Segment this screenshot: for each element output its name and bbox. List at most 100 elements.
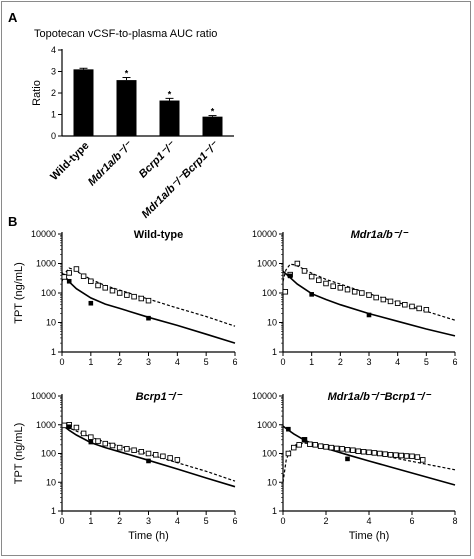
y-tick-label: 10000	[252, 391, 277, 401]
category-label: Wild-type	[48, 140, 91, 183]
bar	[159, 100, 180, 136]
vcsf-data-point	[414, 454, 421, 460]
vcsf-data-point	[316, 277, 322, 284]
y-tick-label: 10	[46, 318, 56, 328]
vcsf-data-point	[296, 442, 302, 448]
vcsf-data-point	[95, 438, 101, 444]
vcsf-data-point	[131, 447, 137, 453]
pk-plot-mdr1ab-bcrp1: 1 10 100 1000 10000 0 2 4 6 8 Time (h) Mdr1a/b⁻/⁻Bc…	[252, 391, 458, 542]
y-tick-label: 1	[51, 347, 56, 357]
vcsf-data-point	[80, 273, 87, 279]
x-tick-label: 0	[280, 357, 285, 367]
y-tick-label: 10000	[31, 391, 56, 401]
vcsf-data-point	[355, 448, 362, 454]
vcsf-data-point	[88, 278, 94, 285]
x-tick-label: 2	[117, 357, 122, 367]
vcsf-data-point	[394, 300, 401, 306]
vcsf-data-point	[102, 285, 108, 291]
vcsf-data-point	[124, 292, 130, 298]
vcsf-data-point	[138, 295, 145, 302]
vcsf-data-point	[339, 446, 345, 452]
vcsf-data-point	[66, 270, 72, 276]
vcsf-data-point	[73, 266, 80, 272]
vcsf-data-point	[61, 422, 68, 429]
plasma-data-point	[88, 439, 94, 445]
panel-a-letter: A	[8, 10, 18, 25]
vcsf-data-point	[416, 305, 422, 312]
x-tick-label: 4	[175, 357, 180, 367]
plasma-data-point	[66, 278, 72, 284]
y-tick-label: 100	[262, 288, 277, 298]
vcsf-data-point	[102, 440, 108, 447]
vcsf-model-curve	[61, 424, 236, 482]
x-tick-label: 5	[204, 357, 209, 367]
vcsf-data-point	[387, 452, 394, 458]
vcsf-data-point	[109, 442, 116, 449]
y-tick-label: 4	[51, 45, 56, 55]
vcsf-data-point	[61, 274, 68, 280]
vcsf-data-point	[285, 450, 292, 457]
panel-b-letter: B	[8, 214, 17, 229]
vcsf-model-curve	[282, 263, 456, 321]
vcsf-data-point	[301, 268, 308, 274]
y-tick-label: 1	[272, 347, 277, 357]
vcsf-data-point	[73, 424, 80, 431]
significance-marker: *	[125, 69, 129, 79]
vcsf-data-point	[328, 444, 335, 451]
x-tick-label: 6	[452, 357, 457, 367]
vcsf-data-point	[420, 457, 426, 463]
x-axis-title: Time (h)	[128, 530, 169, 542]
plasma-model-curve	[282, 270, 456, 337]
x-tick-label: 2	[338, 357, 343, 367]
y-tick-label: 10	[46, 477, 56, 487]
vcsf-data-point	[334, 445, 340, 452]
x-tick-label: 3	[146, 357, 151, 367]
vcsf-data-point	[360, 449, 367, 455]
bar-chart: Topotecan vCSF-to-plasma AUC ratio 0 1 2 3 4 R…	[31, 28, 234, 221]
vcsf-data-point	[95, 282, 101, 289]
vcsf-data-point	[294, 260, 301, 267]
vcsf-model-curve	[282, 442, 456, 483]
vcsf-data-point	[116, 290, 123, 296]
vcsf-data-point	[409, 303, 415, 310]
plasma-data-point	[345, 456, 350, 462]
plasma-model-curve	[61, 272, 236, 344]
panel-title: Bcrp1⁻/⁻	[136, 391, 183, 403]
plasma-data-point	[286, 426, 291, 432]
x-tick-label: 0	[59, 516, 64, 526]
vcsf-data-point	[323, 280, 329, 287]
vcsf-data-point	[366, 292, 372, 298]
y-tick-label: 10000	[252, 229, 277, 239]
vcsf-data-point	[131, 293, 137, 300]
y-tick-label: 10	[267, 477, 277, 487]
category-label: Mdr1a/b⁻/⁻	[86, 139, 136, 189]
vcsf-data-point	[308, 273, 315, 280]
vcsf-data-point	[402, 301, 408, 308]
y-tick-label: 2	[51, 88, 56, 98]
y-tick-label: 3	[51, 67, 56, 77]
vcsf-data-point	[160, 453, 166, 460]
x-tick-label: 4	[175, 516, 180, 526]
y-tick-label: 0	[51, 131, 56, 141]
vcsf-data-point	[403, 453, 410, 459]
vcsf-data-point	[152, 452, 159, 458]
vcsf-data-point	[377, 450, 383, 457]
vcsf-data-point	[323, 444, 329, 450]
chart-title: Topotecan vCSF-to-plasma AUC ratio	[34, 28, 217, 40]
plasma-data-point	[287, 273, 293, 279]
plasma-data-point	[66, 424, 72, 430]
vcsf-data-point	[80, 430, 87, 437]
vcsf-data-point	[373, 294, 379, 301]
bar	[73, 69, 94, 136]
vcsf-data-point	[371, 450, 378, 456]
vcsf-data-point	[382, 451, 388, 457]
vcsf-data-point	[312, 442, 319, 448]
significance-marker: *	[168, 89, 172, 99]
y-tick-label: 1000	[257, 420, 277, 430]
y-tick-label: 1	[272, 506, 277, 516]
panel-title: Wild-type	[134, 229, 183, 241]
significance-marker: *	[211, 107, 215, 117]
